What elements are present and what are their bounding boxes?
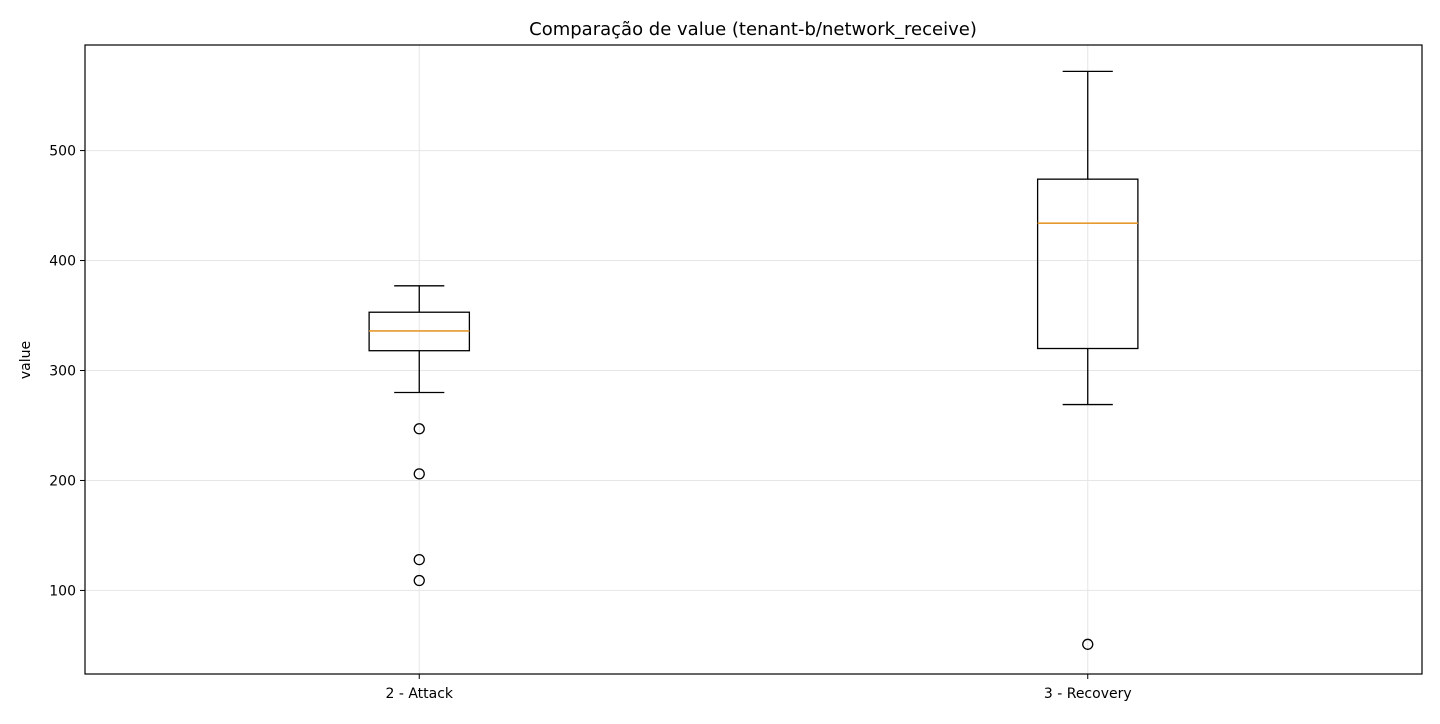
plot-frame: [84, 44, 1423, 675]
x-tick-label: 3 - Recovery: [1044, 686, 1132, 702]
x-axis-ticks: 2 - Attack 3 - Recovery: [385, 674, 1132, 702]
boxes-layer: [368, 70, 1139, 650]
outlier-point: [413, 553, 425, 566]
y-tick-label: 300: [49, 363, 76, 379]
y-axis-ticks: 100 200 300 400 500: [49, 144, 85, 599]
grid-layer: [85, 45, 1422, 674]
y-tick-label: 500: [49, 144, 76, 160]
box-group: [1036, 70, 1139, 650]
outlier-point: [413, 574, 425, 587]
y-tick-label: 400: [49, 254, 76, 270]
y-axis-label: value: [18, 341, 34, 379]
outlier-point: [413, 468, 425, 480]
box-group: [368, 285, 471, 587]
iqr-box: [1036, 178, 1139, 350]
chart-title: Comparação de value (tenant-b/network_re…: [529, 19, 977, 40]
y-tick-label: 200: [49, 473, 76, 489]
outlier-point: [413, 423, 425, 435]
outlier-point: [1082, 638, 1094, 650]
x-tick-label: 2 - Attack: [385, 686, 453, 702]
y-tick-label: 100: [49, 583, 76, 599]
